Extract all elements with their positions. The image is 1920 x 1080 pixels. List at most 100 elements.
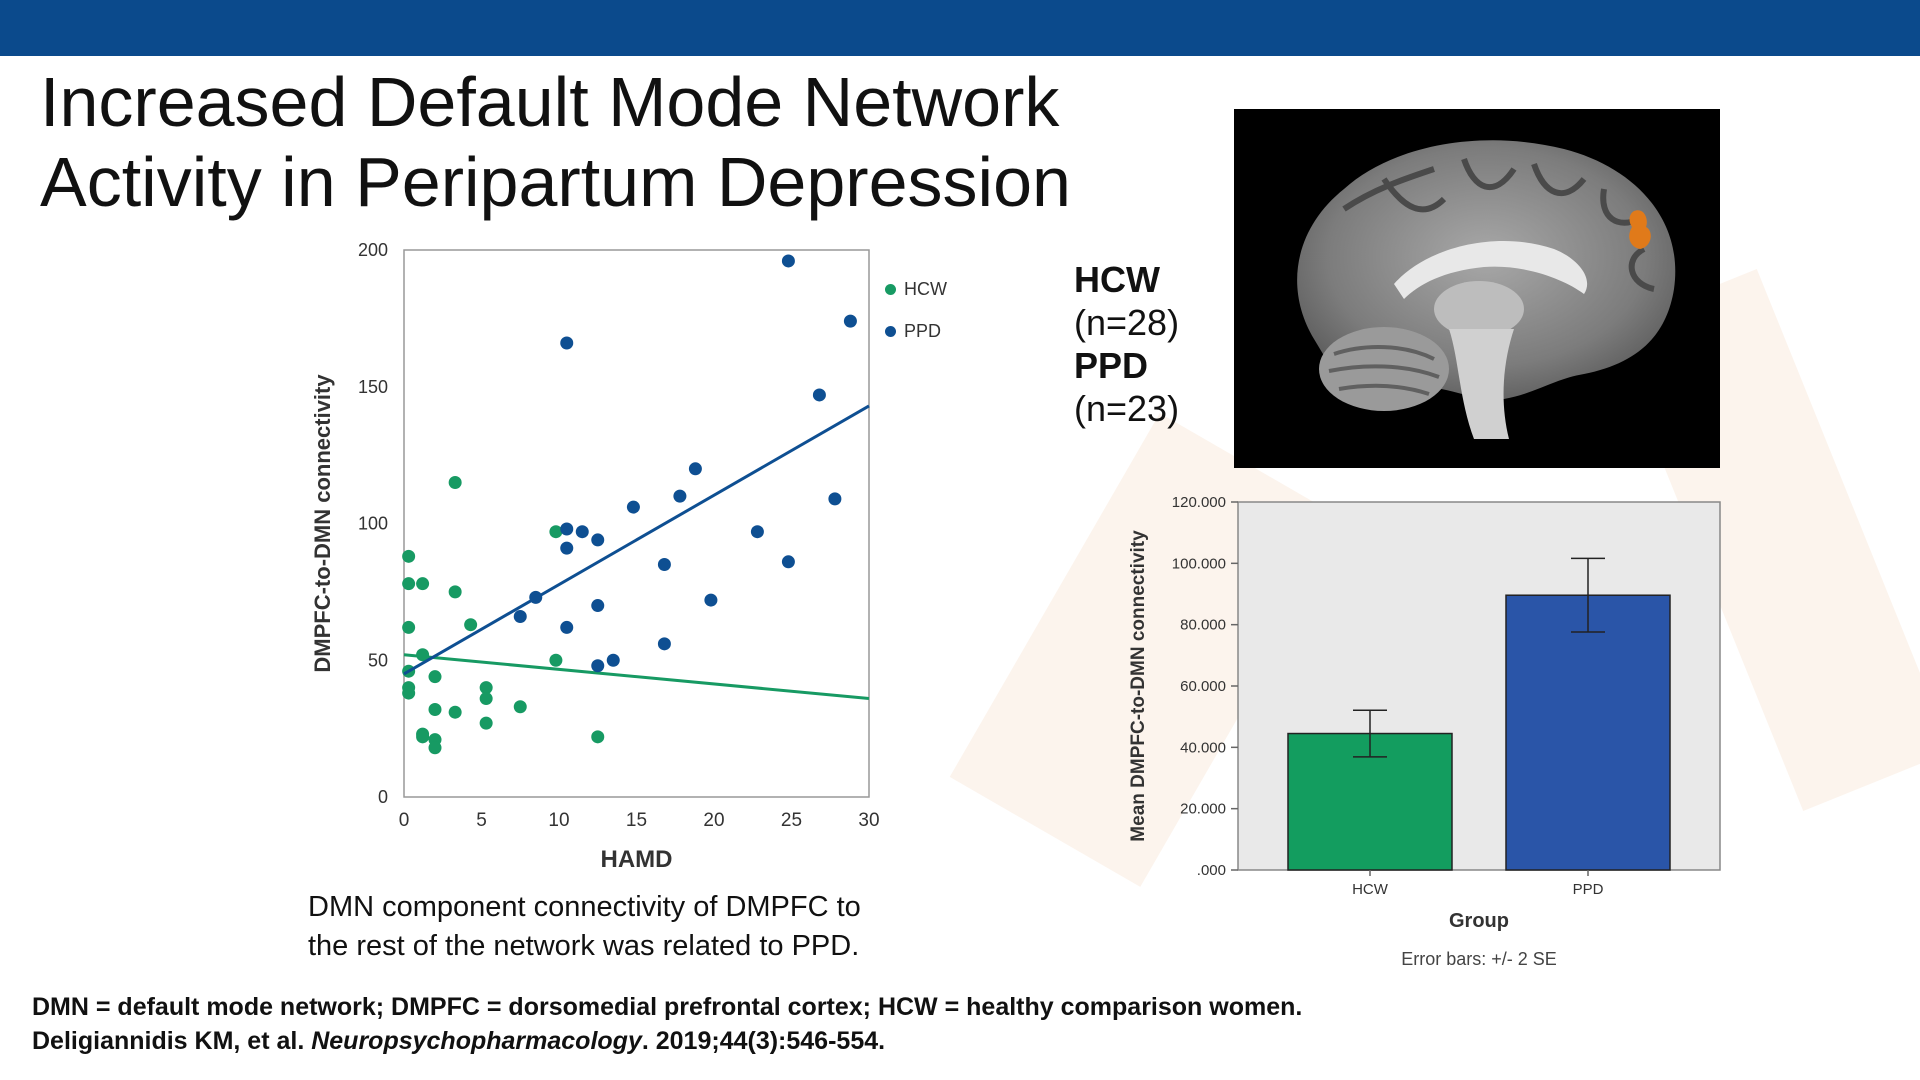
data-point-ppd [591,659,605,673]
scatter-x-tick-label: 15 [626,810,647,831]
data-point-hcw [448,475,462,489]
data-point-hcw [448,585,462,599]
bar-y-tick-label: 20.000 [1180,801,1226,818]
brainstem [1449,329,1514,439]
caption-line-2: the rest of the network was related to P… [308,930,860,962]
data-point-ppd [560,541,574,555]
citation-journal: Neuropsychopharmacology [311,1027,642,1055]
trendline-ppd [403,404,870,676]
legend-dot-hcw [885,283,896,295]
data-point-hcw [448,705,462,719]
bar-x-tick-label: HCW [1352,881,1389,898]
bar-x-tick-label: PPD [1573,881,1604,898]
bar-y-tick-label: .000 [1197,862,1226,879]
bar-y-axis-label: Mean DMPFC-to-DMN connectivity [1128,530,1149,842]
scatter-y-tick-label: 50 [368,650,388,670]
data-point-ppd [591,599,605,613]
data-point-hcw [402,620,416,634]
scatter-x-tick-label: 30 [858,810,879,831]
data-point-hcw [402,686,416,700]
footnote-definitions: DMN = default mode network; DMPFC = dors… [32,993,1303,1021]
footnote: DMN = default mode network; DMPFC = dors… [32,990,1532,1058]
data-point-hcw [416,648,430,662]
bar-ppd [1505,594,1671,871]
data-point-ppd [575,525,589,539]
data-point-ppd [529,590,543,604]
brain-mri-image [1234,109,1720,468]
group-name-hcw: HCW [1074,259,1160,300]
group-n-hcw: (n=28) [1074,302,1180,343]
group-name-ppd: PPD [1074,345,1149,386]
scatter-x-tick-label: 10 [548,810,569,831]
error-bars-note: Error bars: +/- 2 SE [1401,949,1557,969]
scatter-x-tick-label: 0 [399,810,410,831]
data-point-ppd [626,500,640,514]
bar-y-tick-label: 120.000 [1172,494,1226,511]
data-point-ppd [843,314,857,328]
legend-label-ppd: PPD [904,320,942,341]
data-point-ppd [781,254,795,268]
data-point-hcw [464,618,478,632]
scatter-y-tick-label: 150 [358,377,388,397]
figure-caption: DMN component connectivity of DMPFC to t… [308,888,1008,966]
data-point-hcw [402,577,416,591]
data-point-ppd [657,637,671,651]
data-point-hcw [549,525,563,539]
caption-line-1: DMN component connectivity of DMPFC to [308,891,861,923]
data-point-hcw [591,730,605,744]
data-point-hcw [513,700,527,714]
data-point-ppd [688,462,702,476]
top-banner [0,0,1920,56]
legend-label-hcw: HCW [904,278,947,299]
data-point-hcw [416,730,430,744]
corpus-callosum [1394,241,1588,299]
data-point-ppd [828,492,842,506]
data-point-ppd [781,555,795,569]
bar-x-axis-label: Group [1449,910,1509,932]
bar-y-tick-label: 100.000 [1172,555,1226,572]
group-n-ppd: (n=23) [1074,388,1180,429]
scatter-legend: HCW PPD [885,268,947,352]
data-point-ppd [560,522,574,536]
data-point-ppd [560,620,574,634]
scatter-x-tick-label: 5 [476,810,487,831]
scatter-y-tick-label: 100 [358,514,388,534]
data-point-hcw [428,741,442,755]
bar-y-tick-label: 40.000 [1180,739,1226,756]
citation-authors: Deligiannidis KM, et al. [32,1027,312,1055]
data-point-hcw [416,577,430,591]
scatter-y-tick-label: 0 [378,787,388,807]
group-sizes: HCW (n=28) PPD (n=23) [1074,258,1179,430]
data-point-hcw [428,702,442,716]
legend-dot-ppd [885,325,896,337]
data-point-ppd [560,336,574,350]
legend-item-hcw: HCW [885,268,947,310]
data-point-ppd [673,489,687,503]
data-point-hcw [479,716,493,730]
slide-title: Increased Default Mode Network Activity … [40,62,1200,222]
data-point-hcw [479,692,493,706]
trendline-hcw [403,653,870,701]
citation-reference: . 2019;44(3):546-554. [641,1027,886,1055]
scatter-x-tick-label: 20 [703,810,724,831]
data-point-hcw [402,549,416,563]
title-line-1: Increased Default Mode Network [40,63,1060,141]
legend-item-ppd: PPD [885,310,947,352]
bar-y-tick-label: 60.000 [1180,678,1226,695]
data-point-ppd [657,558,671,572]
data-point-ppd [606,653,620,667]
footnote-citation: Deligiannidis KM, et al. Neuropsychophar… [32,1024,1532,1058]
thalamus [1434,281,1524,337]
scatter-x-tick-label: 25 [781,810,802,831]
scatter-x-axis-label: HAMD [601,846,673,873]
cerebellum-folia [1328,345,1440,396]
brain-sagittal-illustration [1297,140,1676,439]
data-point-ppd [812,388,826,402]
title-line-2: Activity in Peripartum Depression [40,143,1071,221]
data-point-ppd [591,533,605,547]
scatter-y-tick-label: 200 [358,240,388,260]
scatter-y-axis-label: DMPFC-to-DMN connectivity [310,374,335,673]
data-point-hcw [428,670,442,684]
